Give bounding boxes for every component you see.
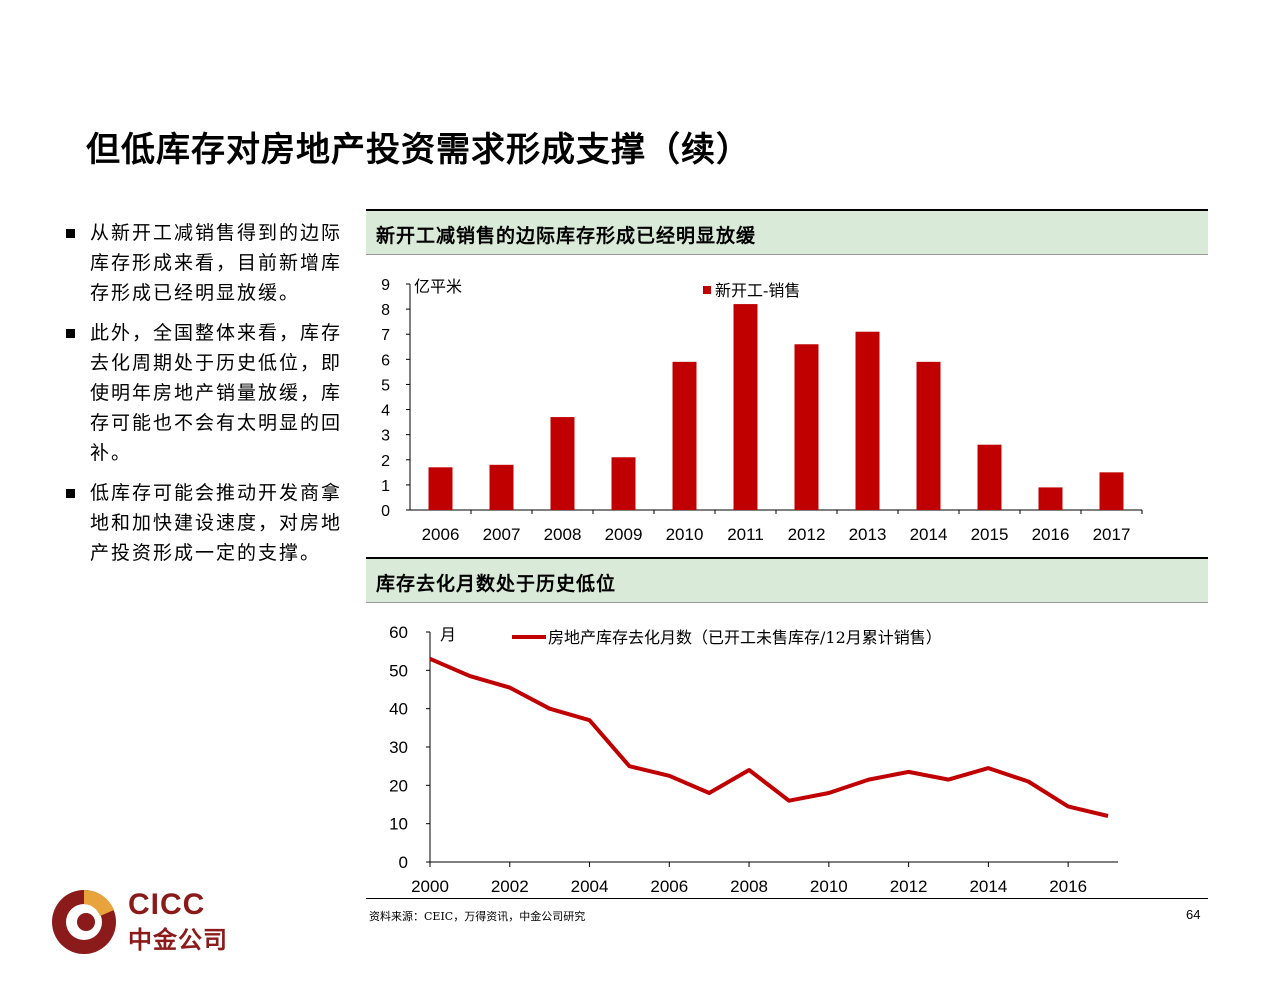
bullet-square-icon [66, 229, 75, 238]
bar [855, 331, 880, 510]
bar [550, 417, 575, 510]
x-tick-label: 2016 [1032, 525, 1070, 544]
y-tick-label: 9 [381, 277, 390, 294]
x-tick-label: 2007 [483, 525, 521, 544]
y-unit-label: 月 [440, 625, 456, 644]
x-tick-label: 2017 [1093, 525, 1131, 544]
legend-label: 新开工-销售 [715, 281, 800, 300]
x-tick-label: 2008 [730, 877, 768, 896]
x-tick-label: 2004 [571, 877, 609, 896]
x-tick-label: 2012 [788, 525, 826, 544]
y-tick-label: 1 [381, 478, 390, 495]
y-unit-label: 亿平米 [414, 277, 462, 296]
x-tick-label: 2000 [411, 877, 449, 896]
y-tick-label: 0 [381, 503, 390, 520]
y-tick-label: 60 [389, 623, 408, 642]
bar [1099, 472, 1124, 510]
y-tick-label: 20 [389, 776, 408, 795]
line-chart-heading: 库存去化月数处于历史低位 [376, 573, 617, 595]
line-chart-header: 库存去化月数处于历史低位 [366, 557, 1208, 603]
x-tick-label: 2011 [727, 525, 764, 544]
y-tick-label: 6 [381, 352, 390, 369]
bullet-text: 低库存可能会推动开发商拿地和加快建设速度，对房地产投资形成一定的支撑。 [90, 482, 343, 564]
bar [733, 304, 758, 510]
bar-chart-heading: 新开工减销售的边际库存形成已经明显放缓 [376, 225, 757, 247]
y-tick-label: 3 [381, 428, 390, 445]
logo-text-cn: 中金公司 [128, 926, 228, 954]
bar-chart-header: 新开工减销售的边际库存形成已经明显放缓 [366, 209, 1208, 255]
bullet-list: 从新开工减销售得到的边际库存形成来看，目前新增库存形成已经明显放缓。 此外，全国… [64, 218, 354, 578]
y-tick-label: 2 [381, 453, 390, 470]
x-tick-label: 2012 [890, 877, 928, 896]
cicc-emblem-icon [52, 889, 116, 954]
x-tick-label: 2013 [849, 525, 887, 544]
x-tick-label: 2009 [605, 525, 643, 544]
x-tick-label: 2014 [910, 525, 948, 544]
y-tick-label: 7 [381, 327, 390, 344]
legend-swatch [703, 286, 711, 294]
bar-chart: 0 1 2 3 4 5 6 7 8 9 2006 2007 2008 2009 2010 2011 2012 20… [381, 277, 1143, 544]
x-tick-label: 2002 [491, 877, 529, 896]
bullet-square-icon [66, 489, 75, 498]
y-tick-label: 5 [381, 377, 390, 394]
x-tick-label: 2006 [650, 877, 688, 896]
bar [794, 344, 819, 510]
bullet-square-icon [66, 329, 75, 338]
y-tick-label: 50 [389, 661, 408, 680]
series-line [429, 656, 1109, 818]
y-tick-label: 8 [381, 302, 390, 319]
logo-text-en: CICC [128, 888, 206, 921]
x-tick-label: 2016 [1049, 877, 1087, 896]
bar [916, 361, 941, 510]
legend-label: 房地产库存去化月数（已开工未售库存/12月累计销售） [548, 628, 942, 647]
y-tick-label: 4 [381, 403, 390, 420]
page-title: 但低库存对房地产投资需求形成支撑（续） [86, 130, 751, 170]
bar [977, 444, 1002, 510]
bullet-item: 此外，全国整体来看，库存去化周期处于历史低位，即使明年房地产销量放缓，库存可能也… [64, 318, 354, 468]
source-note: 资料来源：CEIC，万得资讯，中金公司研究 [369, 910, 586, 923]
bullet-text: 从新开工减销售得到的边际库存形成来看，目前新增库存形成已经明显放缓。 [90, 222, 343, 304]
x-tick-label: 2015 [971, 525, 1009, 544]
y-tick-label: 40 [389, 700, 408, 719]
cicc-logo: CICC 中金公司 [50, 888, 250, 956]
bar [611, 457, 636, 510]
y-tick-label: 30 [389, 738, 408, 757]
line-chart: 0 10 20 30 40 50 60 2000 2002 2004 2006 2008 2010 201… [389, 623, 1118, 896]
bar [489, 464, 514, 510]
bullet-text: 此外，全国整体来看，库存去化周期处于历史低位，即使明年房地产销量放缓，库存可能也… [90, 322, 343, 464]
x-tick-label: 2008 [544, 525, 582, 544]
bullet-item: 低库存可能会推动开发商拿地和加快建设速度，对房地产投资形成一定的支撑。 [64, 478, 354, 568]
page-number: 64 [1186, 907, 1201, 922]
x-tick-label: 2014 [969, 877, 1007, 896]
bullet-item: 从新开工减销售得到的边际库存形成来看，目前新增库存形成已经明显放缓。 [64, 218, 354, 308]
x-tick-label: 2010 [810, 877, 848, 896]
bar [672, 361, 697, 510]
y-tick-label: 0 [399, 853, 408, 872]
y-tick-label: 10 [389, 815, 408, 834]
x-tick-label: 2006 [422, 525, 460, 544]
bar [428, 467, 453, 510]
x-tick-label: 2010 [666, 525, 704, 544]
bar [1038, 487, 1063, 510]
footer-divider [366, 898, 1208, 899]
